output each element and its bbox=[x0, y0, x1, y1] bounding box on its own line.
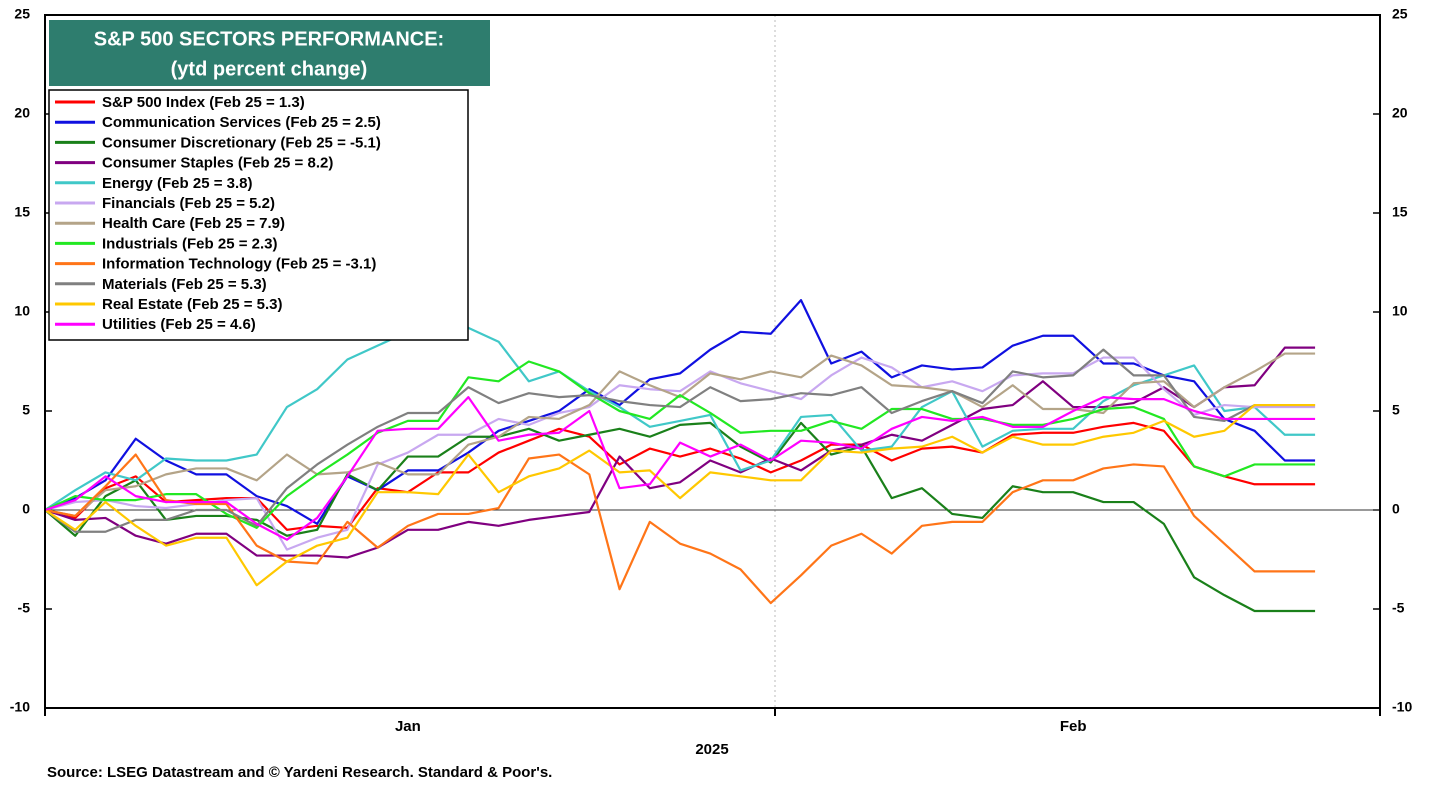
legend-label: Materials (Feb 25 = 5.3) bbox=[102, 276, 267, 293]
y2-tick-label: 20 bbox=[1392, 105, 1408, 121]
series-line bbox=[44, 396, 1316, 541]
legend-label: Health Care (Feb 25 = 7.9) bbox=[102, 215, 285, 232]
y2-tick-label: -10 bbox=[1392, 699, 1412, 715]
y-tick-label: -10 bbox=[10, 699, 30, 715]
x-axis-label: 2025 bbox=[695, 741, 728, 758]
legend-label: Communication Services (Feb 25 = 2.5) bbox=[102, 114, 381, 131]
legend-label: Industrials (Feb 25 = 2.3) bbox=[102, 235, 277, 252]
series-line bbox=[44, 356, 1316, 551]
legend-label: Energy (Feb 25 = 3.8) bbox=[102, 175, 252, 192]
plot-frame bbox=[44, 14, 1381, 709]
x-tick-label: Feb bbox=[1060, 718, 1087, 735]
legend-label: Consumer Staples (Feb 25 = 8.2) bbox=[102, 155, 333, 172]
source-note: Source: LSEG Datastream and © Yardeni Re… bbox=[47, 764, 552, 781]
y2-tick-label: -5 bbox=[1392, 600, 1405, 616]
series-line bbox=[44, 299, 1316, 525]
series-line bbox=[44, 403, 1316, 587]
legend-label: S&P 500 Index (Feb 25 = 1.3) bbox=[102, 94, 305, 111]
y2-tick-label: 10 bbox=[1392, 303, 1408, 319]
legend-label: Information Technology (Feb 25 = -3.1) bbox=[102, 256, 376, 273]
y2-tick-label: 5 bbox=[1392, 402, 1400, 418]
y-tick-label: 5 bbox=[22, 402, 30, 418]
series-line bbox=[44, 320, 1316, 511]
legend-box bbox=[48, 89, 469, 341]
y-tick-label: 20 bbox=[14, 105, 30, 121]
legend-label: Consumer Discretionary (Feb 25 = -5.1) bbox=[102, 134, 381, 151]
legend-label: Utilities (Feb 25 = 4.6) bbox=[102, 316, 256, 333]
chart-title: S&P 500 SECTORS PERFORMANCE: bbox=[94, 28, 444, 50]
title-box bbox=[49, 20, 490, 86]
legend-label: Real Estate (Feb 25 = 5.3) bbox=[102, 296, 283, 313]
legend: S&P 500 Index (Feb 25 = 1.3) Communicatio… bbox=[55, 94, 381, 333]
series-line bbox=[44, 348, 1316, 533]
series-line bbox=[44, 346, 1316, 559]
series-group bbox=[44, 299, 1316, 613]
legend-label: Financials (Feb 25 = 5.2) bbox=[102, 195, 275, 212]
y2-tick-label: 25 bbox=[1392, 6, 1408, 22]
y-tick-label: 10 bbox=[14, 303, 30, 319]
series-line bbox=[44, 360, 1316, 529]
series-line bbox=[44, 352, 1316, 518]
series-line bbox=[44, 421, 1316, 613]
y-tick-label: 15 bbox=[14, 204, 30, 220]
x-tick-label: Jan bbox=[395, 718, 421, 735]
chart-subtitle: (ytd percent change) bbox=[171, 58, 368, 80]
y-tick-label: 0 bbox=[22, 501, 30, 517]
y2-tick-label: 0 bbox=[1392, 501, 1400, 517]
y-tick-label: -5 bbox=[18, 600, 31, 616]
series-line bbox=[44, 453, 1316, 605]
y2-tick-label: 15 bbox=[1392, 204, 1408, 220]
y-tick-label: 25 bbox=[14, 6, 30, 22]
